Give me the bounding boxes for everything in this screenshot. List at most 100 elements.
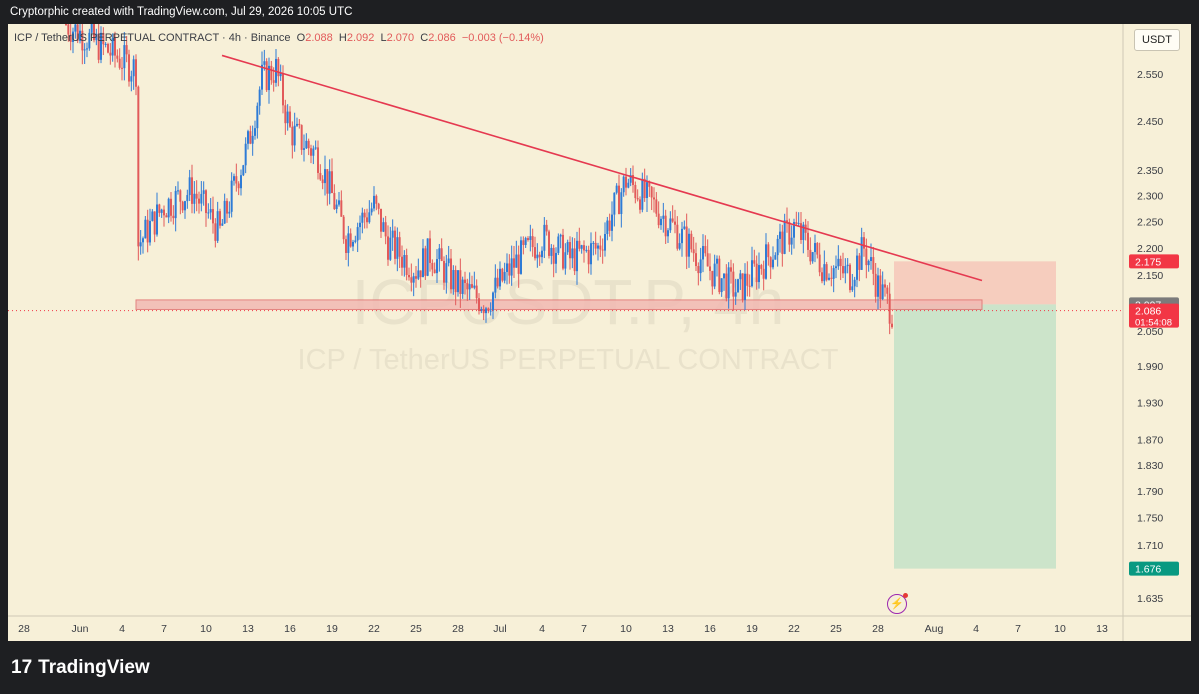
- candle-body: [851, 286, 854, 291]
- candle-body: [753, 260, 756, 264]
- stop-tag-value: 2.175: [1135, 256, 1161, 268]
- candle-body: [872, 257, 875, 274]
- candle-body: [368, 212, 371, 223]
- candle-body: [681, 228, 683, 244]
- close-label: C: [420, 32, 429, 44]
- candle-body: [282, 73, 284, 106]
- candle-body: [783, 220, 786, 254]
- symbol-label: ICP / TetherUS PERPETUAL CONTRACT · 4h ·…: [14, 32, 291, 44]
- candle-body: [433, 269, 436, 274]
- currency-button[interactable]: USDT: [1134, 29, 1180, 51]
- candle-body: [697, 266, 700, 274]
- candle-body: [258, 89, 261, 106]
- candle-body: [338, 200, 340, 205]
- candle-body: [188, 177, 191, 196]
- candle-body: [279, 73, 282, 77]
- candle-body: [153, 211, 156, 235]
- change-value: −0.003 (−0.14%): [461, 32, 544, 44]
- candle-body: [774, 255, 777, 260]
- candle-body: [431, 262, 434, 270]
- candle-body: [716, 258, 718, 264]
- candle-body: [587, 249, 590, 265]
- candle-body: [657, 213, 660, 226]
- y-tick-label: 1.750: [1137, 513, 1163, 525]
- x-tick-label: 13: [662, 623, 674, 635]
- candle-body: [249, 131, 252, 144]
- y-tick-label: 2.300: [1137, 190, 1163, 202]
- candle-body: [144, 219, 147, 239]
- x-tick-label: 4: [119, 623, 125, 635]
- candle-body: [417, 270, 420, 279]
- x-tick-label: 19: [326, 623, 338, 635]
- candle-body: [629, 175, 632, 183]
- candle-body: [545, 224, 548, 232]
- candle-body: [881, 284, 884, 300]
- x-tick-label: 22: [788, 623, 800, 635]
- candle-body: [555, 252, 557, 264]
- candle-body: [254, 128, 256, 136]
- candle-body: [389, 237, 392, 260]
- candle-body: [375, 195, 378, 204]
- candle-body: [165, 215, 168, 218]
- candle-body: [130, 76, 133, 82]
- candle-body: [125, 45, 128, 55]
- tradingview-logo[interactable]: 17 TradingView: [11, 657, 150, 679]
- candle-body: [219, 211, 221, 226]
- candle-body: [538, 254, 541, 258]
- candle-body: [111, 37, 114, 56]
- candle-body: [585, 249, 588, 251]
- candle-body: [487, 308, 490, 311]
- candle-body: [291, 126, 294, 146]
- candle-body: [109, 52, 112, 56]
- candle-body: [296, 123, 298, 126]
- candle-body: [86, 48, 88, 50]
- candle-body: [485, 308, 487, 314]
- candle-body: [69, 34, 72, 42]
- candle-body: [79, 30, 81, 41]
- candle-body: [606, 220, 609, 234]
- candle-body: [405, 254, 408, 275]
- candle-body: [548, 231, 550, 256]
- price-chart[interactable]: ICPUSDT.P, 4hICP / TetherUS PERPETUAL CO…: [8, 24, 1191, 641]
- candle-body: [163, 209, 165, 216]
- candle-body: [363, 212, 366, 218]
- candle-body: [331, 171, 333, 193]
- candle-body: [888, 293, 891, 324]
- candle-body: [704, 246, 707, 254]
- candle-body: [613, 192, 616, 215]
- candle-body: [464, 279, 466, 283]
- candle-body: [118, 58, 121, 68]
- candle-body: [821, 272, 823, 282]
- candle-body: [426, 238, 429, 276]
- bolt-icon[interactable]: ⚡: [887, 593, 908, 614]
- candle-body: [534, 247, 536, 259]
- candle-body: [478, 298, 480, 312]
- candle-body: [289, 111, 291, 127]
- candle-body: [459, 270, 462, 294]
- candle-body: [809, 249, 812, 262]
- candle-body: [268, 65, 270, 91]
- candle-body: [653, 197, 655, 200]
- x-tick-label: 25: [830, 623, 842, 635]
- candle-body: [720, 278, 723, 293]
- candle-body: [256, 105, 259, 129]
- candle-body: [160, 209, 163, 213]
- candle-body: [492, 292, 494, 311]
- candle-body: [205, 190, 207, 214]
- candle-body: [818, 254, 821, 273]
- candle-body: [177, 190, 179, 192]
- candle-body: [741, 273, 744, 301]
- candle-body: [552, 247, 555, 264]
- candle-body: [307, 140, 310, 149]
- descending-trendline: [221, 54, 983, 282]
- chart-area[interactable]: ICPUSDT.P, 4hICP / TetherUS PERPETUAL CO…: [8, 24, 1191, 641]
- candle-body: [781, 231, 784, 254]
- last-tag-bg: [1129, 303, 1179, 328]
- candle-body: [839, 258, 842, 267]
- high-value: 2.092: [346, 32, 375, 44]
- candle-body: [664, 215, 667, 237]
- candle-body: [524, 238, 527, 245]
- candle-body: [93, 24, 95, 41]
- candle-body: [114, 37, 116, 56]
- candle-body: [65, 24, 67, 25]
